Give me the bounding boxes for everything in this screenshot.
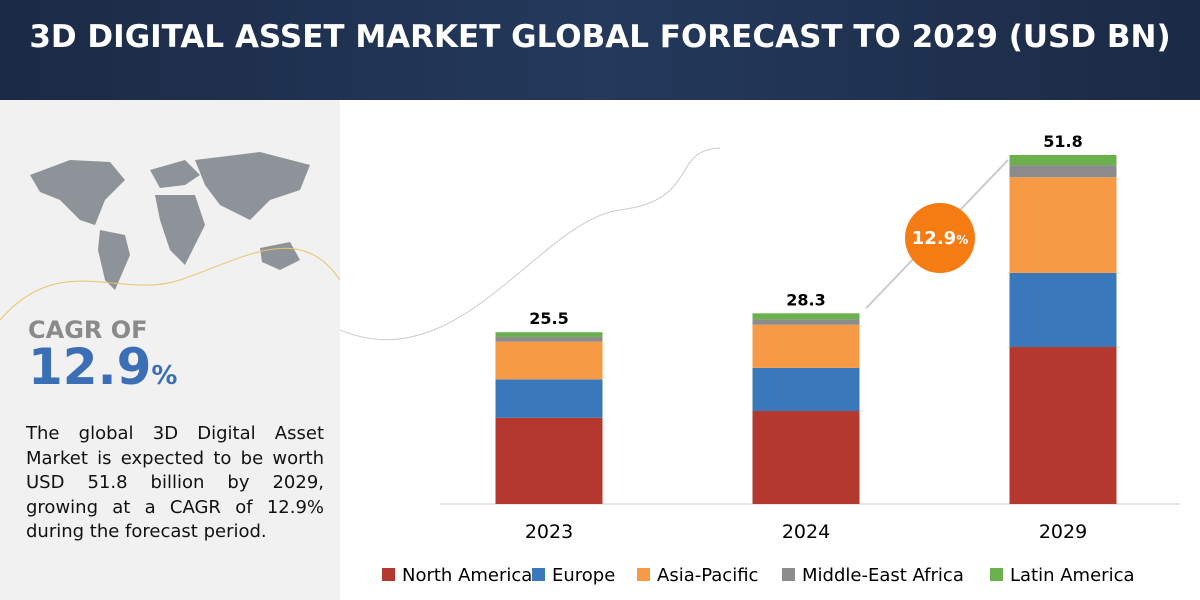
cagr-bubble-text: 12.9% [912,228,968,249]
chart: 25.5 2023 28.3 2024 51.8 2029 12.9% North Ameri… [340,132,1180,586]
cagr-label: CAGR OF [28,316,148,344]
decor-curve [340,147,721,341]
bar-segment [752,411,860,504]
legend-label: Latin America [1010,565,1135,586]
total-label: 51.8 [1043,132,1082,151]
bar-segment [752,324,860,368]
bar-segment [495,336,603,342]
bar-segment [752,367,860,412]
legend-label: Europe [552,565,615,586]
legend-label: Middle-East Africa [802,565,964,586]
description: The global 3D Digital Asset Market is ex… [26,423,324,542]
x-tick-label: 2029 [1039,521,1087,543]
x-tick-label: 2024 [782,521,830,543]
header: 3D DIGITAL ASSET MARKET GLOBAL FORECAST … [0,0,1200,100]
cagr-bubble [905,203,975,273]
legend-label: North America [402,565,532,586]
legend-swatch [382,568,395,581]
bar-segment [495,332,603,337]
sidebar: CAGR OF 12.9% The global 3D Digital Asse… [0,100,340,600]
total-label: 28.3 [786,290,825,309]
world-map [0,152,340,321]
cagr-bubble-unit: % [956,233,968,247]
legend-swatch [990,568,1003,581]
bar-segment [495,379,603,418]
bar-segment [752,319,860,325]
bar-segment [752,313,860,320]
cagr-unit: % [151,361,178,391]
legend-label: Asia-Pacific [657,565,758,586]
title: 3D DIGITAL ASSET MARKET GLOBAL FORECAST … [29,19,1171,55]
bar-segment [1009,155,1117,166]
bar-segment [495,417,603,504]
cagr-value: 12.9% [28,338,177,396]
bar-segment [1009,347,1117,504]
legend-swatch [532,568,545,581]
bar-segment [1009,165,1117,178]
x-tick-label: 2023 [525,521,573,543]
bar-segment [495,341,603,380]
total-label: 25.5 [529,309,568,328]
legend-swatch [782,568,795,581]
cagr-number: 12.9 [28,338,152,396]
legend-swatch [637,568,650,581]
bar-segment [1009,177,1117,273]
bar-segment [1009,272,1117,348]
cagr-bubble-value: 12.9 [912,228,956,249]
